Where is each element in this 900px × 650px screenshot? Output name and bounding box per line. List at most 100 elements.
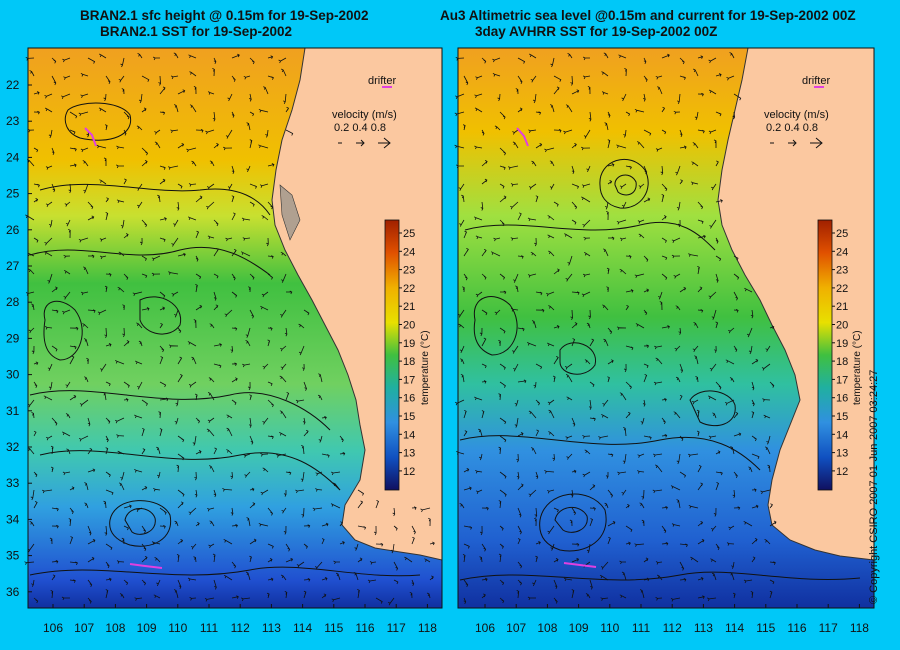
current-arrow <box>69 129 76 135</box>
current-arrow <box>623 129 627 138</box>
current-arrow <box>303 590 307 599</box>
colorbar-tick-label: 23 <box>836 265 848 277</box>
current-arrow <box>643 288 650 293</box>
current-arrow <box>279 375 287 383</box>
current-arrow <box>186 147 197 153</box>
current-arrow <box>691 161 699 167</box>
current-arrow <box>535 291 543 296</box>
current-arrow <box>695 376 699 383</box>
current-arrow <box>267 558 273 563</box>
current-arrow <box>688 253 699 257</box>
current-arrow <box>547 399 555 406</box>
current-arrow <box>535 308 545 313</box>
current-arrow <box>177 183 183 189</box>
lon-tick-label: 115 <box>324 621 343 635</box>
current-arrow <box>265 129 269 138</box>
current-arrow <box>314 561 323 570</box>
current-arrow <box>601 71 609 77</box>
current-arrow <box>249 502 256 509</box>
current-arrow <box>552 375 556 383</box>
current-arrow <box>751 453 760 459</box>
current-arrow <box>769 503 773 509</box>
left-drifter-tracks <box>84 86 392 569</box>
current-arrow <box>563 577 573 582</box>
current-arrow <box>517 483 524 491</box>
current-arrow <box>751 358 759 365</box>
current-arrow <box>552 453 556 462</box>
current-arrow <box>515 88 519 95</box>
current-arrow <box>724 399 735 406</box>
current-arrow <box>697 55 704 59</box>
current-arrow <box>751 435 757 442</box>
colorbar-tick-label: 14 <box>836 429 848 441</box>
current-arrow <box>475 291 483 298</box>
current-arrow <box>481 410 485 419</box>
current-arrow <box>213 291 217 301</box>
current-arrow <box>99 179 107 185</box>
current-arrow <box>281 68 287 77</box>
current-arrow <box>29 521 35 527</box>
current-arrow <box>105 489 114 495</box>
current-arrow <box>499 183 505 189</box>
current-arrow <box>241 217 251 222</box>
current-arrow <box>84 502 89 509</box>
current-arrow <box>321 593 327 599</box>
current-arrow <box>173 52 179 59</box>
current-arrow <box>87 57 96 64</box>
current-arrow <box>697 465 702 473</box>
current-arrow <box>498 393 502 401</box>
current-arrow <box>315 471 323 476</box>
current-arrow <box>616 144 627 149</box>
current-arrow <box>661 397 667 402</box>
current-arrow <box>295 489 305 494</box>
current-arrow <box>661 541 669 546</box>
current-arrow <box>267 399 274 408</box>
current-arrow <box>512 345 519 354</box>
current-arrow <box>601 414 609 419</box>
current-arrow <box>135 507 143 512</box>
current-arrow <box>51 574 56 581</box>
current-arrow <box>553 507 559 513</box>
current-arrow <box>726 75 735 81</box>
colorbar-tick-label: 23 <box>403 265 415 277</box>
current-arrow <box>497 93 501 102</box>
current-arrow <box>411 525 416 535</box>
current-arrow <box>493 237 501 242</box>
current-arrow <box>535 111 542 115</box>
current-arrow <box>246 122 251 131</box>
current-arrow <box>47 273 53 284</box>
current-arrow <box>553 579 558 589</box>
current-arrow <box>104 285 108 293</box>
current-arrow <box>589 507 596 511</box>
current-arrow <box>769 381 775 388</box>
current-arrow <box>137 201 143 209</box>
left-longitude-axis: 106 107 108 109 110 111 112 113 114 115 116 117 118 <box>43 604 437 635</box>
current-arrow <box>606 210 609 221</box>
current-arrow <box>661 194 665 203</box>
current-arrow <box>499 489 507 497</box>
current-arrow <box>671 237 681 243</box>
current-arrow <box>138 93 143 104</box>
current-arrow <box>411 579 415 586</box>
current-arrow <box>544 470 555 474</box>
current-arrow <box>643 435 652 440</box>
current-arrow <box>224 309 233 317</box>
current-arrow <box>618 54 627 59</box>
current-arrow <box>141 255 147 261</box>
current-arrow <box>621 571 627 581</box>
current-arrow <box>690 181 699 185</box>
current-arrow <box>499 273 506 280</box>
current-arrow <box>624 68 627 77</box>
current-arrow <box>733 471 738 478</box>
current-arrow <box>661 215 667 221</box>
current-arrow <box>321 538 325 545</box>
current-arrow <box>707 597 717 602</box>
current-arrow <box>315 488 323 492</box>
current-arrow <box>87 447 93 455</box>
current-arrow <box>678 327 682 335</box>
current-arrow <box>45 165 53 170</box>
current-arrow <box>213 304 219 311</box>
current-arrow <box>97 309 107 316</box>
current-arrow <box>750 309 754 319</box>
